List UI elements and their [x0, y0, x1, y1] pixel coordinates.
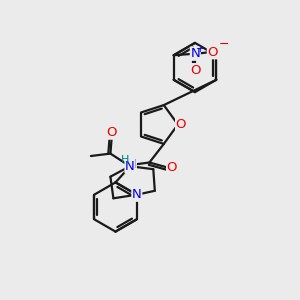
Text: O: O [190, 64, 200, 77]
Text: O: O [167, 161, 177, 174]
Text: +: + [196, 44, 205, 54]
Text: −: − [218, 38, 229, 51]
Text: N: N [132, 188, 142, 201]
Text: N: N [190, 47, 200, 60]
Text: N: N [125, 160, 135, 173]
Text: N: N [127, 158, 136, 171]
Text: O: O [107, 126, 117, 139]
Text: O: O [176, 118, 186, 131]
Text: O: O [207, 46, 218, 59]
Text: H: H [121, 155, 129, 165]
